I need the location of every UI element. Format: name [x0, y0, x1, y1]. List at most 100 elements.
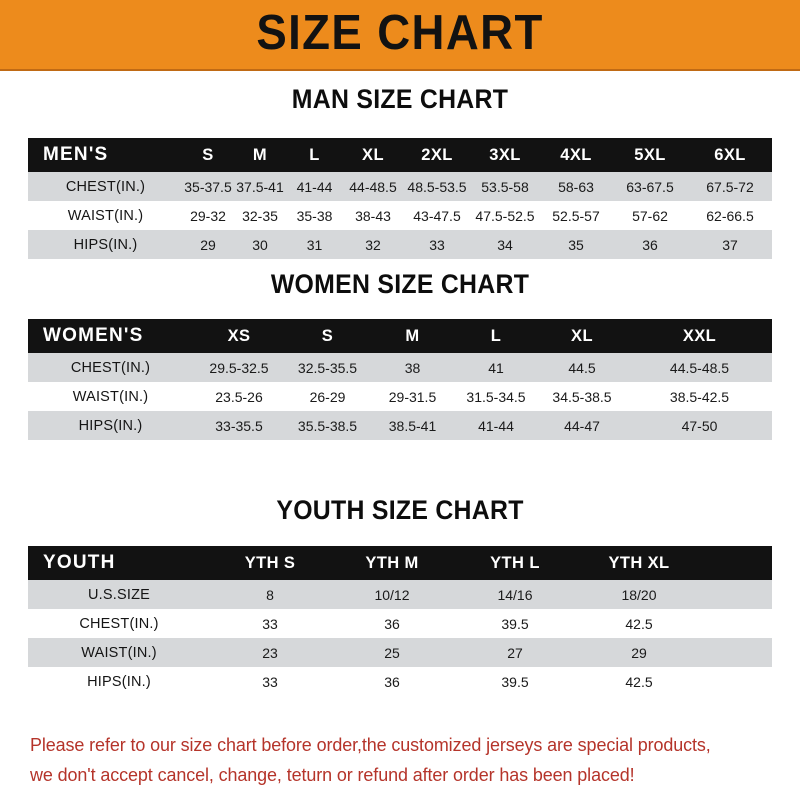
women-section-title: WOMEN SIZE CHART [270, 269, 530, 299]
table-cell: 63-67.5 [612, 172, 688, 201]
men-col-6xl: 6XL [688, 138, 772, 172]
men-col-s: S [183, 138, 233, 172]
table-cell: 36 [330, 667, 454, 696]
table-cell: 36 [330, 609, 454, 638]
order-policy-note: Please refer to our size chart before or… [30, 730, 759, 790]
men-corner-label: MEN'S [28, 138, 183, 172]
table-cell: 31.5-34.5 [455, 382, 537, 411]
table-cell: 35 [540, 230, 612, 259]
youth-col-spacer [702, 546, 772, 580]
table-cell: 33 [210, 667, 330, 696]
table-row: HIPS(IN.) 33-35.5 35.5-38.5 38.5-41 41-4… [28, 411, 772, 440]
youth-col-s: YTH S [210, 546, 330, 580]
men-size-table: MEN'S S M L XL 2XL 3XL 4XL 5XL 6XL CHEST… [28, 138, 772, 259]
table-row: U.S.SIZE 8 10/12 14/16 18/20 [28, 580, 772, 609]
table-cell: 58-63 [540, 172, 612, 201]
youth-size-table: YOUTH YTH S YTH M YTH L YTH XL U.S.SIZE … [28, 546, 772, 696]
page-banner: SIZE CHART [0, 0, 800, 71]
table-row: WAIST(IN.) 29-32 32-35 35-38 38-43 43-47… [28, 201, 772, 230]
table-cell: 35-38 [287, 201, 342, 230]
table-cell: 38 [370, 353, 455, 382]
table-cell: 23 [210, 638, 330, 667]
men-row-label-chest: CHEST(IN.) [28, 172, 183, 201]
table-cell: 44.5 [537, 353, 627, 382]
table-cell: 38.5-42.5 [627, 382, 772, 411]
table-header-row: MEN'S S M L XL 2XL 3XL 4XL 5XL 6XL [28, 138, 772, 172]
women-col-m: M [370, 319, 455, 353]
youth-col-l: YTH L [454, 546, 576, 580]
table-row: HIPS(IN.) 33 36 39.5 42.5 [28, 667, 772, 696]
table-cell: 38.5-41 [370, 411, 455, 440]
table-row: WAIST(IN.) 23 25 27 29 [28, 638, 772, 667]
table-cell: 42.5 [576, 609, 702, 638]
men-row-label-hips: HIPS(IN.) [28, 230, 183, 259]
table-cell-spacer [702, 580, 772, 609]
women-row-label-chest: CHEST(IN.) [28, 353, 193, 382]
table-cell: 26-29 [285, 382, 370, 411]
table-cell: 47.5-52.5 [470, 201, 540, 230]
table-row: HIPS(IN.) 29 30 31 32 33 34 35 36 37 [28, 230, 772, 259]
men-col-m: M [233, 138, 287, 172]
table-cell: 39.5 [454, 667, 576, 696]
table-cell: 41-44 [287, 172, 342, 201]
order-policy-line-1: Please refer to our size chart before or… [30, 734, 711, 755]
table-cell-spacer [702, 609, 772, 638]
table-cell: 41-44 [455, 411, 537, 440]
table-cell: 23.5-26 [193, 382, 285, 411]
table-cell-spacer [702, 667, 772, 696]
man-section-title: MAN SIZE CHART [291, 84, 509, 114]
table-cell: 33-35.5 [193, 411, 285, 440]
table-cell: 47-50 [627, 411, 772, 440]
youth-section-title: YOUTH SIZE CHART [276, 495, 524, 525]
table-cell: 48.5-53.5 [404, 172, 470, 201]
table-cell: 53.5-58 [470, 172, 540, 201]
youth-row-label-ussize: U.S.SIZE [28, 580, 210, 609]
table-cell: 32-35 [233, 201, 287, 230]
page-title: SIZE CHART [256, 6, 544, 60]
youth-row-label-chest: CHEST(IN.) [28, 609, 210, 638]
table-header-row: WOMEN'S XS S M L XL XXL [28, 319, 772, 353]
women-row-label-waist: WAIST(IN.) [28, 382, 193, 411]
men-col-2xl: 2XL [404, 138, 470, 172]
men-col-xl: XL [342, 138, 404, 172]
table-cell: 29-32 [183, 201, 233, 230]
women-col-xxl: XXL [627, 319, 772, 353]
women-corner-label: WOMEN'S [28, 319, 193, 353]
table-row: WAIST(IN.) 23.5-26 26-29 29-31.5 31.5-34… [28, 382, 772, 411]
table-cell: 42.5 [576, 667, 702, 696]
youth-col-xl: YTH XL [576, 546, 702, 580]
table-cell: 29 [183, 230, 233, 259]
table-cell: 38-43 [342, 201, 404, 230]
youth-row-label-waist: WAIST(IN.) [28, 638, 210, 667]
table-row: CHEST(IN.) 29.5-32.5 32.5-35.5 38 41 44.… [28, 353, 772, 382]
women-col-xl: XL [537, 319, 627, 353]
table-cell: 32 [342, 230, 404, 259]
men-col-4xl: 4XL [540, 138, 612, 172]
table-cell: 29.5-32.5 [193, 353, 285, 382]
table-cell: 62-66.5 [688, 201, 772, 230]
table-cell: 39.5 [454, 609, 576, 638]
table-cell: 34 [470, 230, 540, 259]
table-cell: 33 [404, 230, 470, 259]
women-row-label-hips: HIPS(IN.) [28, 411, 193, 440]
table-cell: 35-37.5 [183, 172, 233, 201]
table-cell: 57-62 [612, 201, 688, 230]
table-cell: 52.5-57 [540, 201, 612, 230]
table-cell: 29-31.5 [370, 382, 455, 411]
table-header-row: YOUTH YTH S YTH M YTH L YTH XL [28, 546, 772, 580]
women-size-table: WOMEN'S XS S M L XL XXL CHEST(IN.) 29.5-… [28, 319, 772, 440]
table-cell: 31 [287, 230, 342, 259]
youth-row-label-hips: HIPS(IN.) [28, 667, 210, 696]
table-cell: 8 [210, 580, 330, 609]
men-col-l: L [287, 138, 342, 172]
men-table-header: MEN'S S M L XL 2XL 3XL 4XL 5XL 6XL [28, 138, 772, 172]
table-cell: 37 [688, 230, 772, 259]
youth-table-header: YOUTH YTH S YTH M YTH L YTH XL [28, 546, 772, 580]
table-cell: 14/16 [454, 580, 576, 609]
youth-col-m: YTH M [330, 546, 454, 580]
table-cell: 18/20 [576, 580, 702, 609]
table-cell: 43-47.5 [404, 201, 470, 230]
table-row: CHEST(IN.) 35-37.5 37.5-41 41-44 44-48.5… [28, 172, 772, 201]
table-cell: 29 [576, 638, 702, 667]
